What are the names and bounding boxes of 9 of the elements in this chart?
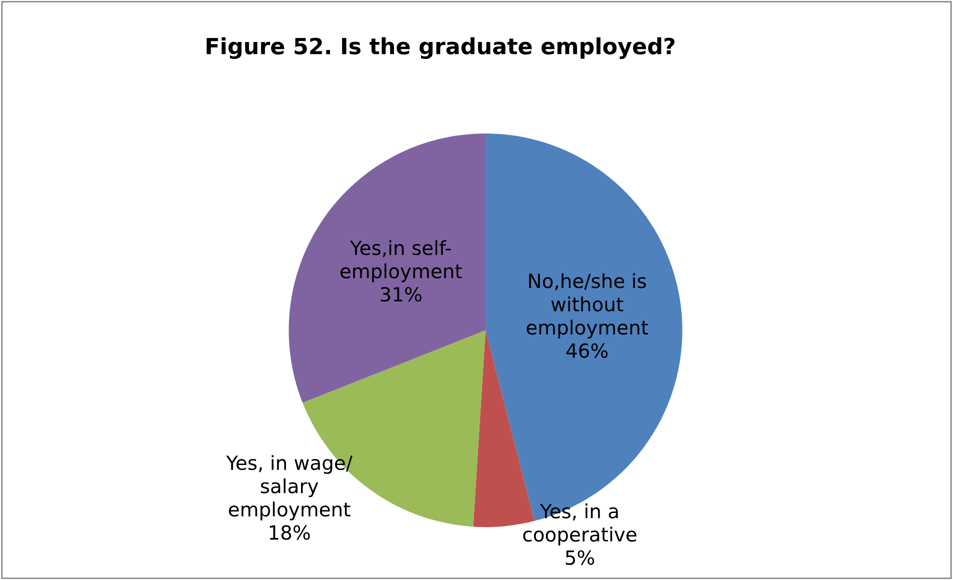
data-label: 5% xyxy=(566,550,594,565)
pie-slice xyxy=(288,134,486,403)
data-label: 31% xyxy=(380,286,422,302)
data-label: 18% xyxy=(270,525,310,540)
chart-title: Figure 52. Is the graduate employed? xyxy=(206,37,674,59)
pie-slice xyxy=(486,134,682,521)
slice-label: Yes,in self- employment xyxy=(340,240,462,282)
data-label: 46% xyxy=(566,343,608,358)
slice-label: No,he/she is without employment xyxy=(526,273,648,339)
